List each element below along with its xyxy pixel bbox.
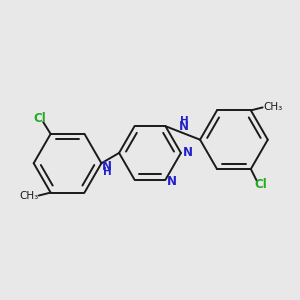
Text: CH₃: CH₃ xyxy=(263,102,283,112)
Text: CH₃: CH₃ xyxy=(20,190,39,200)
Text: H: H xyxy=(180,116,189,126)
Text: N: N xyxy=(179,120,189,133)
Text: Cl: Cl xyxy=(254,178,267,191)
Text: Cl: Cl xyxy=(33,112,46,125)
Text: N: N xyxy=(183,146,193,159)
Text: N: N xyxy=(102,160,112,173)
Text: N: N xyxy=(167,175,177,188)
Text: H: H xyxy=(103,167,112,177)
